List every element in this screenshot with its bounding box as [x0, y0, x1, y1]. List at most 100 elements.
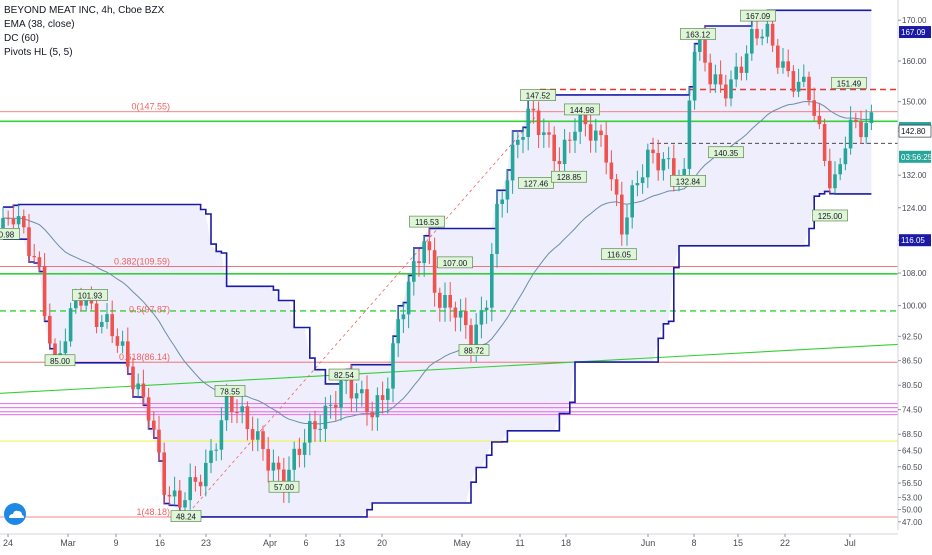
- pivot-label-box: [328, 368, 360, 381]
- candle: [292, 441, 296, 483]
- candle: [656, 139, 660, 181]
- candle-body: [406, 281, 411, 315]
- candle: [48, 303, 52, 349]
- pivot-label: 116.53: [409, 215, 445, 228]
- x-tick-label: 8: [691, 538, 696, 548]
- pivot-label-box: [437, 256, 473, 269]
- candle-body: [859, 121, 863, 138]
- candle: [490, 243, 494, 322]
- candle-body: [443, 295, 447, 308]
- candle: [68, 302, 73, 347]
- candle-body: [490, 254, 494, 308]
- candle: [141, 369, 146, 406]
- candle: [448, 282, 452, 322]
- pivot-label-box: [170, 510, 202, 522]
- candle: [510, 131, 515, 194]
- candle: [328, 394, 333, 419]
- candle-body: [115, 336, 120, 346]
- candle: [781, 48, 785, 74]
- candle-body: [354, 393, 359, 399]
- candle-body: [240, 406, 244, 413]
- candle: [843, 136, 848, 171]
- y-tick-label: 74.50: [902, 406, 923, 415]
- x-tick-label: 9: [113, 538, 118, 548]
- candle: [126, 327, 130, 375]
- candle-body: [42, 266, 47, 316]
- pivot-label-box: [812, 209, 848, 222]
- pivot-label-text: 128.85: [557, 173, 582, 182]
- candle-body: [718, 74, 723, 85]
- fib-label: 0.382(109.59): [114, 257, 170, 267]
- candle-body: [37, 257, 42, 267]
- candle-body: [141, 383, 146, 398]
- candle-body: [328, 404, 333, 406]
- candle: [750, 15, 754, 61]
- candle-body: [682, 168, 686, 178]
- candle-body: [230, 395, 234, 413]
- candle: [838, 158, 842, 181]
- pivot-label-box: [601, 248, 637, 261]
- candle: [620, 181, 624, 246]
- pivot-label-box: [214, 385, 246, 397]
- candle: [157, 415, 161, 462]
- candle-body: [817, 115, 822, 125]
- candle: [625, 204, 629, 246]
- candle: [302, 428, 307, 468]
- candle: [172, 476, 177, 506]
- tradingview-logo-icon[interactable]: [4, 503, 26, 525]
- candle-body: [63, 341, 68, 354]
- candle: [531, 99, 536, 124]
- price-badge-text: 03:56:25: [901, 153, 932, 162]
- candle: [406, 275, 411, 329]
- y-tick-label: 60.50: [902, 463, 923, 472]
- candle: [708, 53, 712, 93]
- candle-body: [396, 319, 400, 344]
- candle-body: [209, 450, 213, 463]
- candle-body: [630, 185, 634, 218]
- candle: [422, 235, 426, 277]
- candle: [167, 486, 172, 506]
- pivot-label: 132.84: [670, 175, 706, 187]
- candle: [100, 314, 104, 334]
- pivot-label: 140.35: [708, 146, 744, 159]
- candle: [869, 104, 874, 131]
- candle: [63, 328, 68, 359]
- candle: [458, 298, 463, 332]
- candle-body: [224, 395, 229, 421]
- trend-line: [0, 343, 899, 394]
- candle: [198, 474, 203, 497]
- levels-layer: [0, 9, 899, 518]
- price-badge-box: [899, 26, 931, 39]
- candle-body: [760, 36, 764, 39]
- pivot-label-text: 151.49: [837, 79, 862, 88]
- candle-body: [625, 217, 629, 235]
- candle: [588, 110, 593, 153]
- candle: [828, 148, 832, 194]
- price-badge-box: [899, 234, 931, 247]
- candle: [755, 18, 759, 46]
- candle: [11, 205, 16, 231]
- candle-body: [562, 139, 567, 165]
- candle-body: [744, 53, 749, 73]
- pivot-label-box: [564, 103, 600, 116]
- candle: [391, 336, 395, 403]
- pivot-label: 151.49: [831, 77, 867, 89]
- candle: [536, 101, 541, 149]
- candle: [776, 38, 780, 74]
- pivot-label: 147.52: [520, 89, 556, 101]
- candle-body: [609, 162, 614, 180]
- candle: [360, 380, 364, 407]
- candle-body: [146, 397, 151, 421]
- pivot-label: 128.85: [551, 170, 587, 183]
- pivot-label-box: [409, 215, 445, 228]
- price-badge: 03:56:25: [899, 150, 932, 163]
- candle: [594, 118, 598, 153]
- candle-body: [282, 469, 286, 491]
- candle: [568, 132, 572, 154]
- fib-label: 0.5(97.87): [129, 304, 170, 314]
- candle-body: [193, 477, 198, 482]
- candle-body: [438, 292, 442, 308]
- candle: [380, 381, 385, 414]
